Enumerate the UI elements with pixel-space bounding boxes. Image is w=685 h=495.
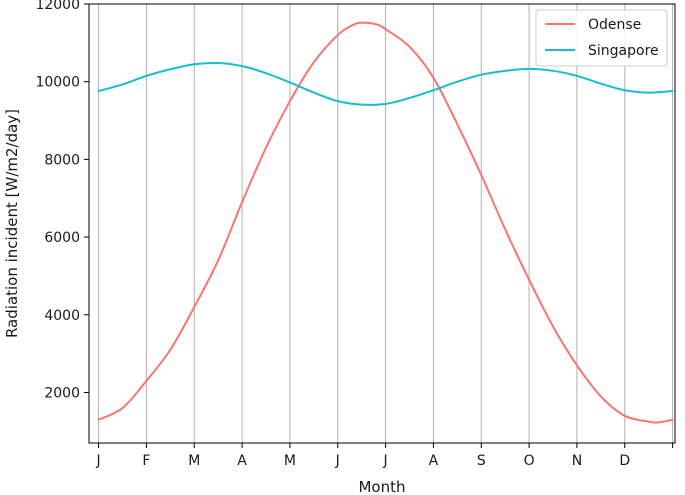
series-line-odense [97,21,674,424]
x-tick-label: J [383,453,388,469]
legend-label-singapore: Singapore [588,43,659,59]
legend: Odense Singapore [535,9,668,67]
y-tick-label: 6000 [44,230,80,246]
y-axis-label: Radiation incident [W/m2/day] [3,109,21,338]
y-tick-label: 8000 [44,152,80,168]
x-tick-label: O [524,453,535,469]
x-tick-label: F [142,453,150,469]
x-tick-label: D [619,453,630,469]
x-tick-label: J [95,453,100,469]
y-tick-label: 12000 [35,0,80,13]
y-tick-label: 10000 [35,75,80,91]
x-tick-label: N [572,453,582,469]
grid-lines [98,4,674,443]
plot-frame [88,3,676,444]
x-tick-label: M [188,453,200,469]
x-axis-label: Month [358,478,405,495]
x-tick-label: M [284,453,296,469]
x-tick-label: A [237,453,247,469]
y-tick-label: 4000 [44,308,80,324]
y-tick-label: 2000 [44,385,80,401]
series-lines [97,21,674,424]
legend-label-odense: Odense [588,17,641,33]
axis-ticks: J F M A M J J A S O N D 2000 4000 6000 8000 10000 12000 [35,0,674,469]
x-tick-label: J [335,453,340,469]
x-tick-label: A [429,453,439,469]
x-tick-label: S [477,453,486,469]
series-line-singapore [97,61,674,106]
